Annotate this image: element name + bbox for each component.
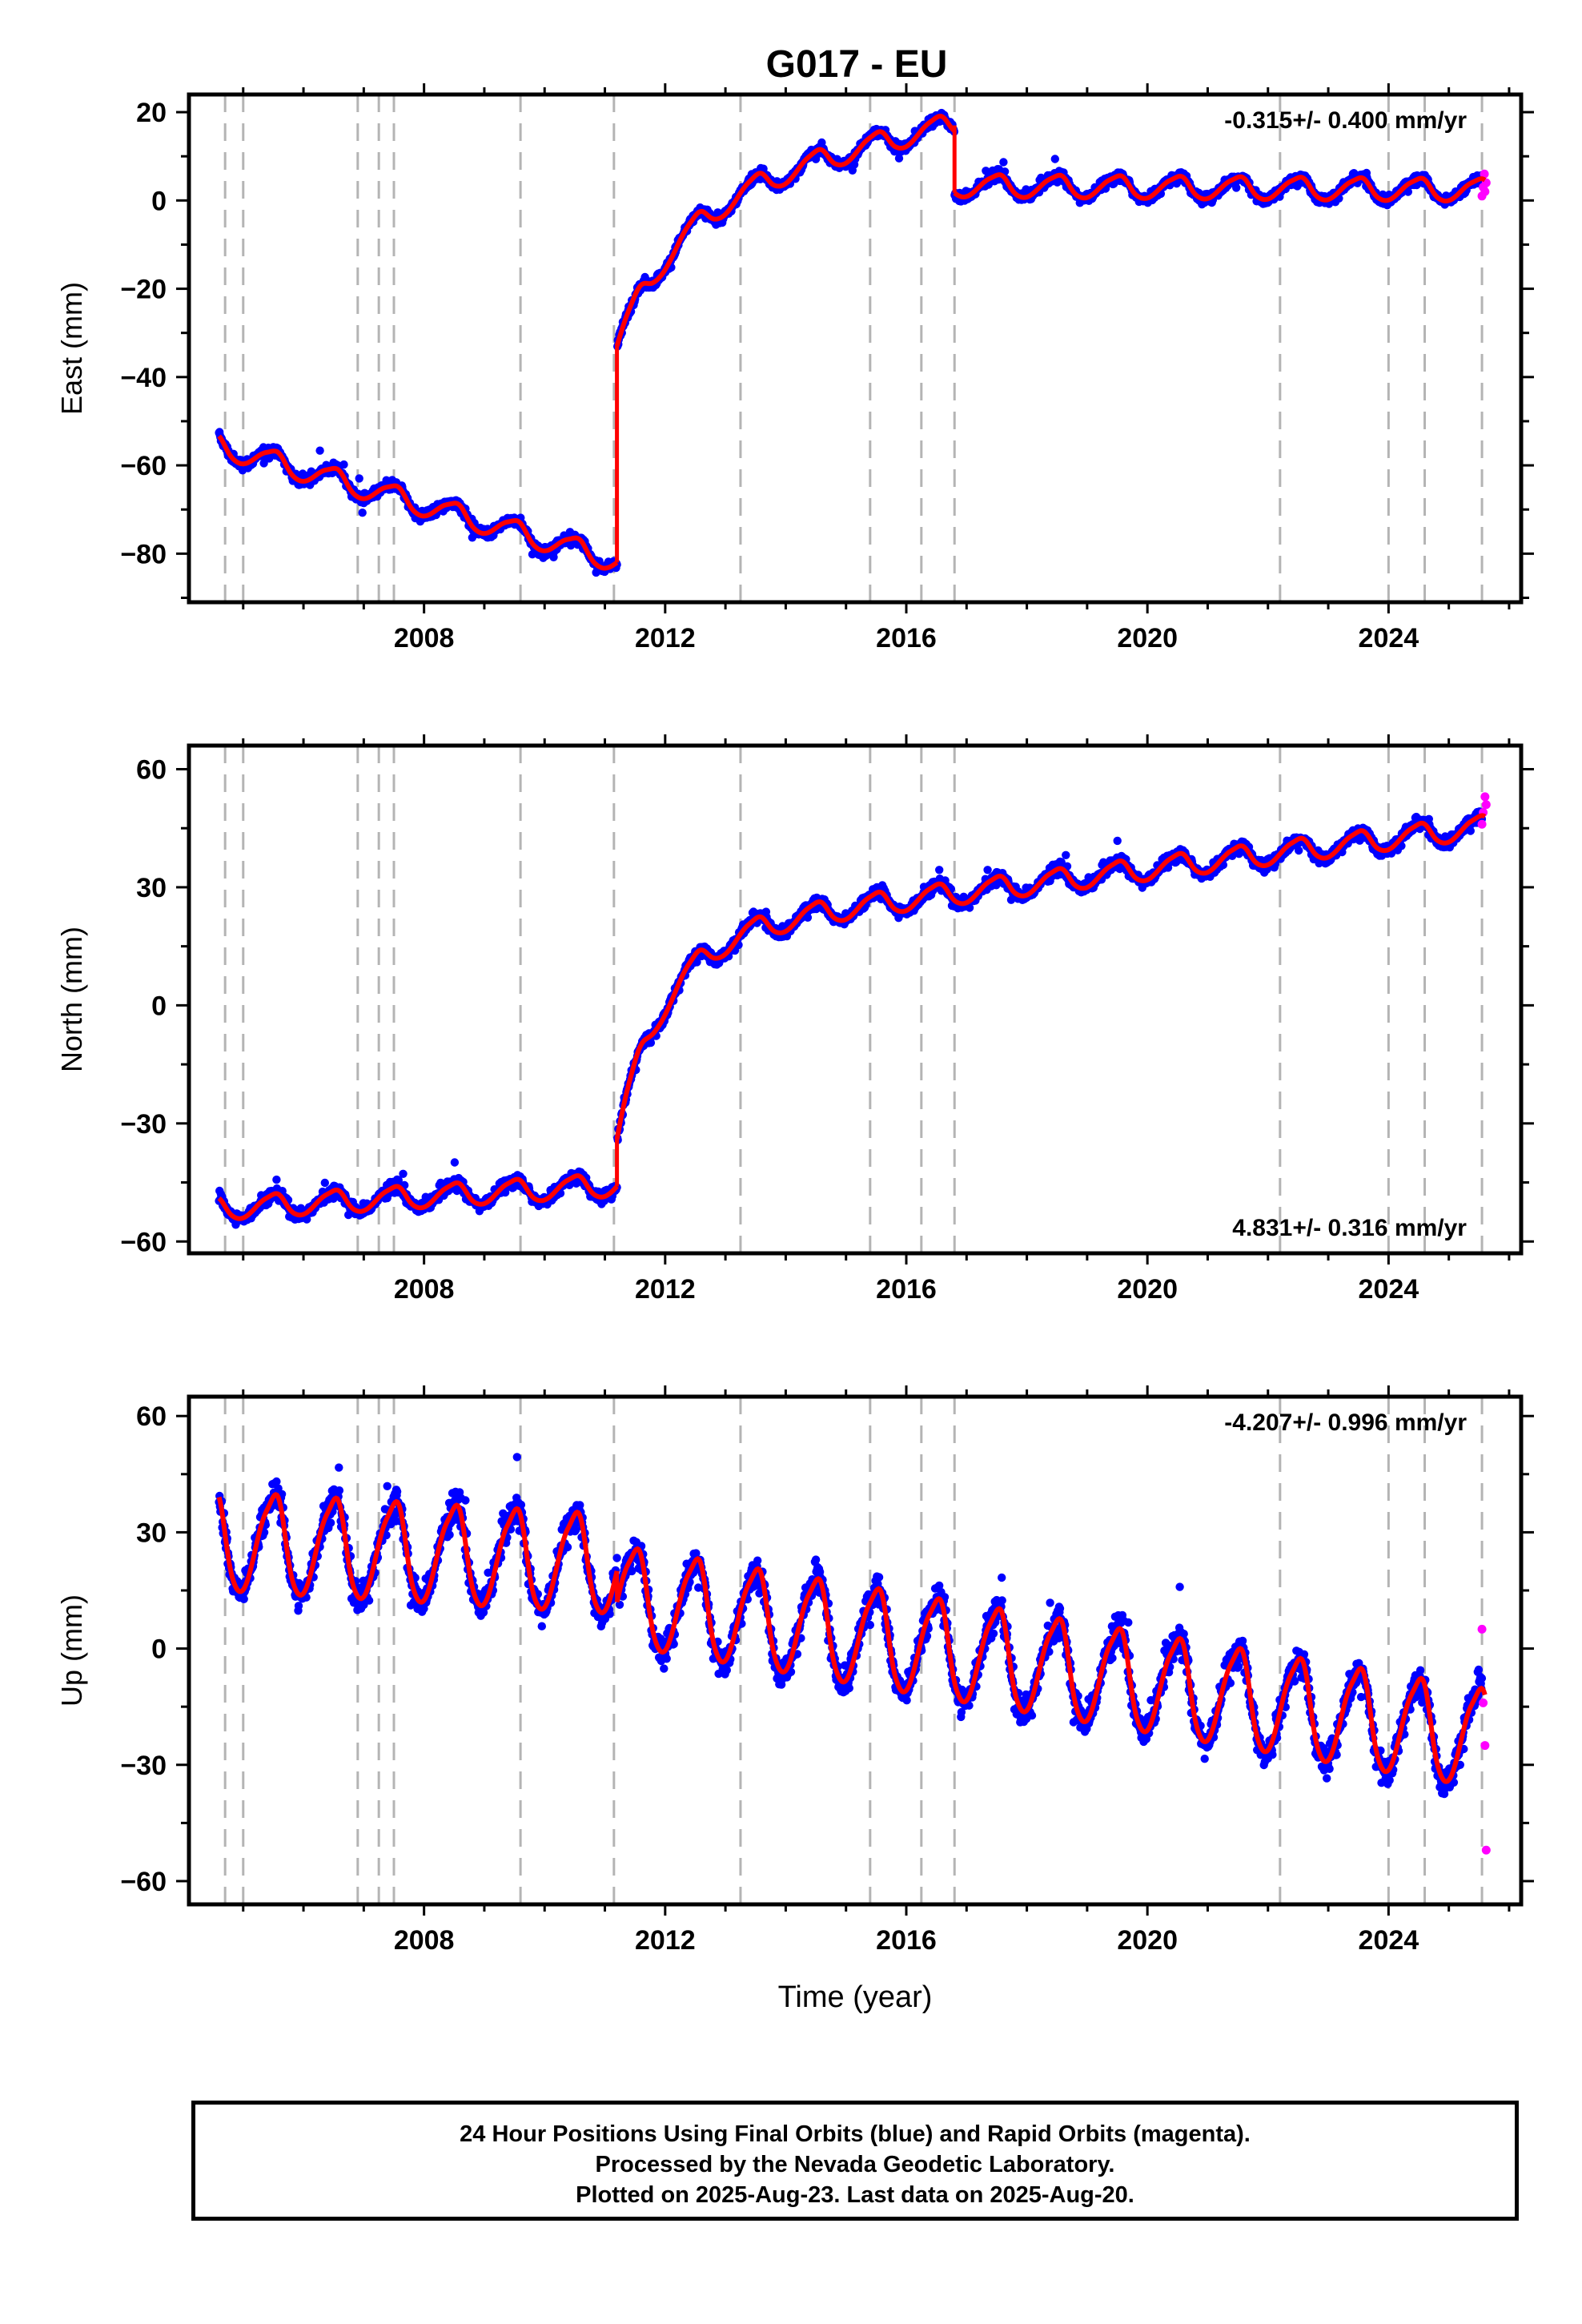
y-tick-label: 0	[151, 186, 167, 216]
final-orbit-point	[399, 1169, 408, 1179]
final-orbit-point	[1403, 187, 1413, 196]
x-tick-label: 2024	[1359, 623, 1419, 653]
y-tick-label: 20	[136, 98, 167, 128]
final-orbit-point	[259, 459, 268, 468]
final-orbit-point	[355, 474, 363, 483]
final-orbit-point	[999, 158, 1008, 167]
y-tick-label: −20	[120, 275, 167, 305]
final-orbit-point	[1113, 836, 1122, 846]
model-fit-line	[217, 434, 619, 571]
rapid-orbit-point	[1480, 169, 1489, 179]
x-tick-label: 2012	[635, 623, 696, 653]
x-tick-label: 2008	[394, 623, 455, 653]
final-orbit-point	[358, 509, 367, 517]
final-orbit-point	[803, 913, 813, 923]
final-orbit-point	[272, 1175, 281, 1184]
final-orbit-point	[983, 866, 992, 875]
final-orbit-point	[303, 1215, 311, 1224]
final-orbit-point	[935, 866, 944, 875]
rate-annotation: -0.315+/- 0.400 mm/yr	[1224, 107, 1467, 134]
final-orbit-point	[1232, 183, 1241, 192]
y-tick-label: −60	[120, 451, 167, 481]
chart-panel-east: 2008 2012 2016 2020 2024 −80 −60 −40 −20 0 20 East …	[55, 83, 1534, 653]
final-orbit-point	[1062, 850, 1070, 860]
y-tick-label: −80	[120, 539, 167, 569]
final-orbit-point	[1050, 155, 1060, 163]
final-orbit-point	[315, 446, 324, 455]
plot-frame	[187, 92, 1524, 605]
final-orbit-point	[339, 460, 348, 469]
x-tick-label: 2016	[876, 623, 937, 653]
final-orbit-points	[215, 807, 1487, 1229]
x-tick-label: 2020	[1117, 623, 1178, 653]
y-tick-label: −40	[120, 363, 167, 393]
final-orbit-point	[320, 1178, 329, 1188]
model-fit-line	[614, 113, 957, 348]
final-orbit-point	[894, 154, 904, 163]
rapid-orbit-point	[1480, 187, 1490, 196]
figure-title: G017 - EU	[766, 43, 948, 86]
y-axis-label: East (mm)	[55, 282, 88, 415]
final-orbit-point	[450, 1158, 460, 1167]
model-fit-line	[953, 172, 1487, 203]
